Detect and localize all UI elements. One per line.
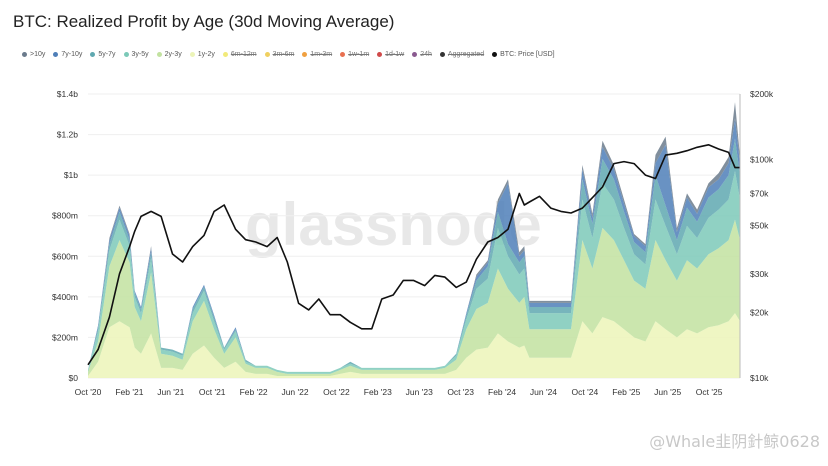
legend-dot-icon (53, 52, 59, 57)
x-tick-label: Jun '24 (530, 387, 557, 397)
axes: $0 $200m $400m $600m $800m $1b $1.2b $1.4b $10k $… (52, 89, 774, 397)
legend-label: 5y-7y (98, 51, 116, 58)
x-tick-label: Oct '22 (323, 387, 350, 397)
x-tick-label: Jun '22 (281, 387, 308, 397)
legend-item[interactable]: 5y-7y (90, 51, 116, 58)
legend-label: 3m-6m (272, 51, 295, 58)
chart-title: BTC: Realized Profit by Age (30d Moving … (13, 12, 395, 31)
legend-dot-icon (439, 52, 445, 57)
legend-dot-icon (377, 52, 383, 57)
y-left-tick-label: $1.4b (57, 89, 79, 99)
area-2y3y (88, 219, 740, 376)
y-left-tick-label: $0 (69, 373, 79, 383)
legend-label: 2y-3y (164, 51, 182, 58)
legend-dot-icon (222, 52, 228, 57)
legend-label: 1d-1w (385, 51, 405, 58)
x-tick-label: Jun '21 (157, 387, 184, 397)
legend-label: Aggregated (447, 51, 485, 58)
legend-item[interactable]: 7y-10y (53, 51, 82, 58)
legend-label: >10y (30, 51, 46, 58)
y-left-tick-label: $1b (64, 170, 78, 180)
x-tick-label: Oct '20 (75, 387, 102, 397)
x-tick-label: Feb '24 (488, 387, 516, 397)
legend-item[interactable]: 6m-12m (222, 51, 257, 58)
x-tick-label: Feb '25 (612, 387, 640, 397)
legend-item[interactable]: Aggregated (439, 51, 485, 58)
legend-item[interactable]: 2y-3y (156, 51, 182, 58)
footer-watermark: @Whale韭阴針鲸0628 (649, 432, 820, 451)
legend-dot-icon (189, 52, 195, 57)
x-tick-label: Jun '25 (654, 387, 681, 397)
legend-dot-icon (156, 52, 162, 57)
legend: >10y 7y-10y 5y-7y 3y-5y 2y-3y 1y-2y 6m-12m 3m-6… (22, 51, 555, 58)
price-series (87, 144, 740, 366)
legend-item[interactable]: >10y (22, 51, 45, 58)
x-tick-label: Jun '23 (406, 387, 433, 397)
legend-item[interactable]: 1d-1w (377, 51, 404, 58)
y-right-tick-label: $200k (750, 89, 774, 99)
legend-dot-icon (412, 52, 418, 57)
x-tick-label: Feb '21 (115, 387, 143, 397)
legend-dot-icon (123, 52, 129, 57)
y-right-tick-label: $50k (750, 220, 769, 230)
legend-item[interactable]: 1y-2y (189, 51, 215, 58)
y-left-tick-label: $800m (52, 211, 78, 221)
y-right-tick-label: $30k (750, 269, 769, 279)
legend-item[interactable]: 3y-5y (123, 51, 149, 58)
legend-item[interactable]: BTC: Price [USD] (492, 51, 555, 58)
x-tick-label: Oct '23 (447, 387, 474, 397)
x-tick-label: Feb '22 (240, 387, 268, 397)
legend-item[interactable]: 24h (412, 51, 432, 58)
legend-label: 6m-12m (230, 51, 257, 58)
x-tick-label: Oct '25 (696, 387, 723, 397)
y-right-tick-label: $20k (750, 307, 769, 317)
legend-dot-icon (492, 52, 498, 57)
y-right-tick-label: $70k (750, 189, 769, 199)
x-tick-label: Oct '24 (572, 387, 599, 397)
legend-label: 1y-2y (197, 51, 215, 58)
legend-label: 1w-1m (348, 51, 370, 58)
legend-label: 7y-10y (61, 51, 83, 58)
legend-dot-icon (22, 52, 27, 57)
legend-dot-icon (302, 52, 308, 57)
legend-label: 3y-5y (131, 51, 149, 58)
x-tick-label: Feb '23 (364, 387, 392, 397)
area-series (88, 102, 740, 378)
x-tick-label: Oct '21 (199, 387, 226, 397)
y-right-tick-label: $100k (750, 155, 774, 165)
y-left-tick-label: $1.2b (57, 130, 79, 140)
legend-item[interactable]: 1w-1m (340, 51, 369, 58)
area-1y2y (88, 313, 740, 378)
legend-label: 24h (420, 51, 432, 58)
legend-dot-icon (90, 52, 96, 57)
legend-dot-icon (264, 52, 270, 57)
btc-price-line (87, 144, 740, 366)
legend-item[interactable]: 1m-3m (302, 51, 332, 58)
y-left-tick-label: $600m (52, 251, 78, 261)
legend-label: 1m-3m (310, 51, 333, 58)
legend-label: BTC: Price [USD] (500, 51, 555, 58)
y-left-tick-label: $200m (52, 332, 78, 342)
y-left-tick-label: $400m (52, 292, 78, 302)
y-right-tick-label: $10k (750, 373, 769, 383)
legend-item[interactable]: 3m-6m (264, 51, 295, 58)
legend-dot-icon (340, 52, 346, 57)
